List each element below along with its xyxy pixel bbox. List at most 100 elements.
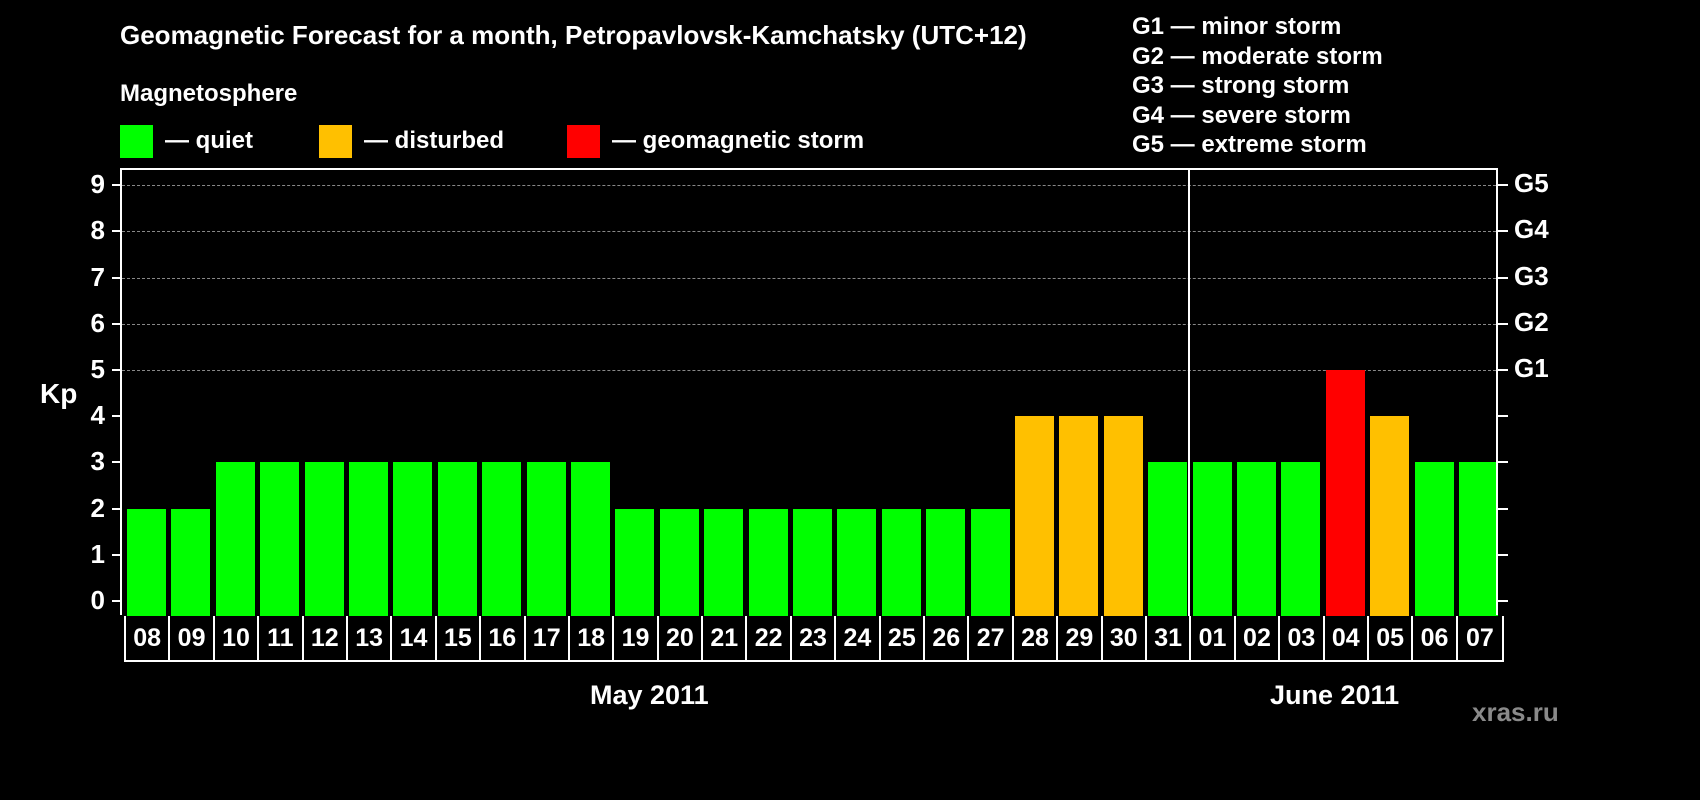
chart-subtitle: Magnetosphere [120, 80, 298, 107]
y-tick-right [1498, 184, 1508, 187]
bar-28 [1015, 416, 1054, 616]
date-label: 20 [659, 616, 704, 660]
y-tick-label: 1 [90, 538, 105, 569]
date-label: 03 [1280, 616, 1325, 660]
bar-01 [1192, 462, 1232, 616]
date-label: 30 [1103, 616, 1147, 660]
y-tick [112, 230, 120, 233]
bar-13 [349, 462, 388, 616]
legend-storm: — geomagnetic storm [567, 124, 864, 158]
bar-14 [393, 462, 433, 616]
bar-31 [1148, 462, 1188, 616]
y-tick-right [1498, 600, 1508, 602]
brand-watermark: xras.ru [1472, 697, 1559, 727]
date-label: 08 [126, 616, 171, 660]
gridline [122, 370, 1496, 371]
g-level-label: G5 [1514, 168, 1549, 199]
y-tick-right [1498, 507, 1508, 510]
date-label: 21 [703, 616, 748, 660]
bar-19 [615, 508, 655, 616]
date-label: 10 [215, 616, 260, 660]
y-tick-right [1498, 369, 1508, 371]
legend-quiet-label: — quiet [165, 127, 253, 154]
date-label: 11 [259, 616, 304, 660]
y-tick [112, 322, 120, 325]
date-label: 06 [1413, 616, 1458, 660]
bar-21 [704, 508, 744, 616]
month-label-june: June 2011 [1270, 680, 1400, 710]
y-axis-label: Kp [40, 378, 78, 409]
g-scale-g3: G3 — strong storm [1132, 72, 1350, 99]
bar-07 [1459, 462, 1498, 616]
date-label: 05 [1369, 616, 1414, 660]
y-tick [112, 184, 120, 187]
y-tick-label: 4 [90, 400, 105, 431]
g-level-label: G4 [1514, 214, 1549, 245]
y-tick-label: 6 [90, 307, 105, 338]
date-label: 02 [1236, 616, 1281, 660]
legend-disturbed-label: — disturbed [364, 127, 505, 154]
date-label: 17 [526, 616, 570, 660]
date-label: 29 [1058, 616, 1103, 660]
y-tick [112, 415, 120, 418]
bar-29 [1059, 416, 1099, 616]
bar-10 [215, 462, 255, 616]
bar-16 [482, 462, 522, 616]
y-tick-label: 3 [90, 446, 105, 477]
date-axis: 08 09 10 11 12 13 14 15 16 17 18 19 20 21 22 23 24 25 26 27… [124, 616, 1505, 662]
gridline [122, 231, 1496, 233]
bar-02 [1237, 462, 1276, 616]
date-label: 22 [747, 616, 792, 660]
date-label: 18 [570, 616, 615, 660]
y-tick [112, 276, 120, 279]
bar-20 [659, 508, 699, 616]
legend-storm-label: — geomagnetic storm [612, 127, 865, 154]
y-tick-right [1498, 553, 1508, 556]
g-scale-g1: G1 — minor storm [1132, 13, 1342, 40]
month-label-may: May 2011 [590, 680, 709, 710]
bar-15 [437, 462, 477, 616]
bar-23 [793, 508, 832, 616]
plot-frame [120, 168, 1498, 615]
y-tick-label: 5 [90, 354, 105, 384]
bar-22 [748, 508, 788, 616]
date-label: 13 [348, 616, 393, 660]
bar-09 [171, 508, 211, 616]
date-label: 24 [836, 616, 881, 660]
y-tick-label: 7 [90, 261, 105, 292]
gridline [122, 185, 1496, 187]
y-tick-right [1498, 415, 1508, 418]
bar-30 [1103, 416, 1143, 616]
bar-03 [1281, 462, 1321, 616]
y-tick-right [1498, 461, 1508, 464]
g-scale-g4: G4 — severe storm [1132, 101, 1351, 129]
y-tick-right [1498, 276, 1508, 279]
y-tick-label: 8 [90, 215, 105, 246]
legend-disturbed: — disturbed [319, 124, 504, 158]
storm-swatch-icon [567, 124, 600, 158]
legend-quiet: — quiet [120, 124, 253, 158]
y-tick-label: 0 [90, 585, 105, 615]
bar-06 [1414, 462, 1454, 616]
date-label: 07 [1466, 624, 1494, 652]
bar-08 [127, 508, 166, 616]
date-label: 31 [1147, 616, 1192, 660]
date-label: 19 [614, 616, 659, 660]
g-level-label: G2 [1514, 306, 1549, 337]
y-tick [112, 600, 120, 602]
date-label: 01 [1191, 616, 1236, 660]
date-label: 27 [969, 616, 1014, 660]
date-label: 04 [1325, 616, 1369, 660]
g-level-label: G1 [1514, 353, 1549, 383]
date-label: 28 [1014, 616, 1059, 660]
y-tick [112, 507, 120, 510]
bar-11 [260, 462, 300, 616]
bar-12 [304, 462, 344, 616]
quiet-swatch-icon [120, 124, 153, 158]
y-tick-right [1498, 230, 1508, 233]
bar-17 [526, 462, 566, 616]
date-label: 16 [481, 616, 526, 660]
date-label: 12 [304, 616, 348, 660]
g-scale-g5: G5 — extreme storm [1132, 131, 1367, 158]
y-tick [112, 461, 120, 464]
